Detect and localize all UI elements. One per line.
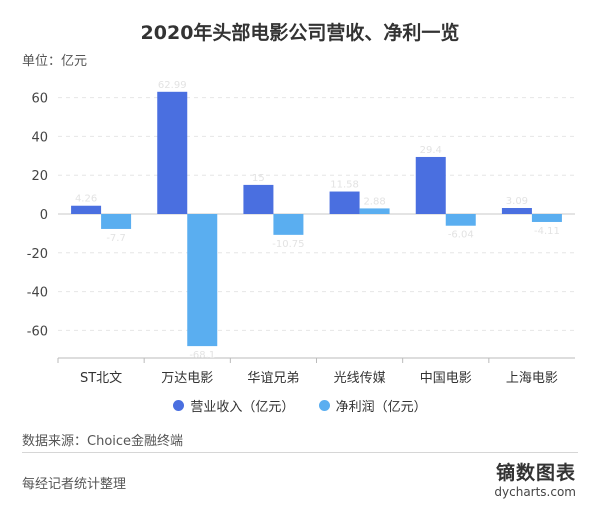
bar-revenue — [157, 91, 188, 214]
y-tick-label: -60 — [27, 324, 48, 339]
bar-net-profit-label: -7.7 — [106, 233, 126, 244]
chart-title: 2020年头部电影公司营收、净利一览 — [140, 22, 460, 44]
bar-revenue — [415, 156, 446, 214]
legend-item-revenue[interactable]: 营业收入（亿元） — [173, 396, 294, 415]
bar-revenue — [71, 205, 102, 214]
x-tick-label: 华谊兄弟 — [247, 371, 299, 386]
bar-net-profit — [187, 214, 218, 347]
x-tick-label: 万达电影 — [161, 371, 213, 386]
bars — [71, 91, 562, 347]
chart-svg: 60 40 20 0 -20 -40 -60 4.26 -7.7 62.99 -68.1 15 -10… — [27, 80, 575, 386]
bar-revenue — [243, 184, 274, 214]
bar-net-profit-label: -4.11 — [534, 226, 560, 237]
bar-revenue-label: 11.58 — [330, 180, 359, 191]
legend-label-net-profit: 净利润（亿元） — [335, 400, 427, 415]
bar-revenue-label: 62.99 — [158, 80, 187, 91]
footer-divider — [22, 452, 578, 453]
legend: 营业收入（亿元） 净利润（亿元） — [0, 396, 600, 415]
y-tick-label: 20 — [31, 169, 48, 184]
bar-net-profit-label: -10.75 — [272, 239, 304, 250]
legend-item-net-profit[interactable]: 净利润（亿元） — [318, 396, 427, 415]
bar-revenue-label: 4.26 — [75, 194, 97, 205]
y-tick-label: -40 — [27, 286, 48, 301]
y-tick-label: -20 — [27, 247, 48, 262]
bar-net-profit — [273, 214, 304, 235]
data-source: 数据来源：Choice金融终端 — [22, 434, 184, 449]
grid-lines — [58, 97, 575, 359]
y-axis: 60 40 20 0 -20 -40 -60 — [27, 92, 48, 340]
x-tick-label: ST北文 — [80, 371, 122, 386]
bar-net-profit-label: 2.88 — [363, 196, 385, 207]
brand-name: 镝数图表 — [495, 462, 576, 484]
brand-url: dycharts.com — [494, 485, 576, 499]
y-tick-label: 60 — [31, 92, 48, 107]
bar-revenue-label: 29.4 — [420, 145, 442, 156]
data-labels: 4.26 -7.7 62.99 -68.1 15 -10.75 11.58 2.88 29.4 -… — [75, 80, 560, 361]
bar-net-profit — [445, 214, 476, 226]
bar-revenue — [501, 208, 532, 214]
x-axis: ST北文 万达电影 华谊兄弟 光线传媒 中国电影 上海电影 — [57, 358, 558, 386]
bar-revenue-label: 15 — [252, 173, 265, 184]
legend-label-revenue: 营业收入（亿元） — [190, 400, 295, 415]
editor-note: 每经记者统计整理 — [22, 477, 127, 492]
bar-net-profit-label: -6.04 — [448, 230, 474, 241]
legend-marker-revenue — [173, 400, 185, 411]
legend-marker-net-profit — [318, 400, 330, 411]
bar-net-profit — [101, 214, 132, 229]
unit-label: 单位：亿元 — [22, 54, 88, 69]
y-tick-label: 40 — [31, 130, 48, 145]
x-tick-label: 光线传媒 — [334, 371, 386, 386]
bar-net-profit-label: -68.1 — [189, 350, 215, 361]
y-tick-label: 0 — [40, 208, 48, 223]
bar-net-profit — [531, 214, 562, 222]
x-tick-label: 上海电影 — [506, 371, 558, 386]
brand-logo[interactable]: 镝数图表 dycharts.com — [494, 458, 576, 499]
bar-revenue-label: 3.09 — [506, 196, 528, 207]
bar-net-profit — [359, 208, 390, 214]
bar-revenue — [329, 191, 360, 214]
x-tick-label: 中国电影 — [420, 371, 472, 386]
